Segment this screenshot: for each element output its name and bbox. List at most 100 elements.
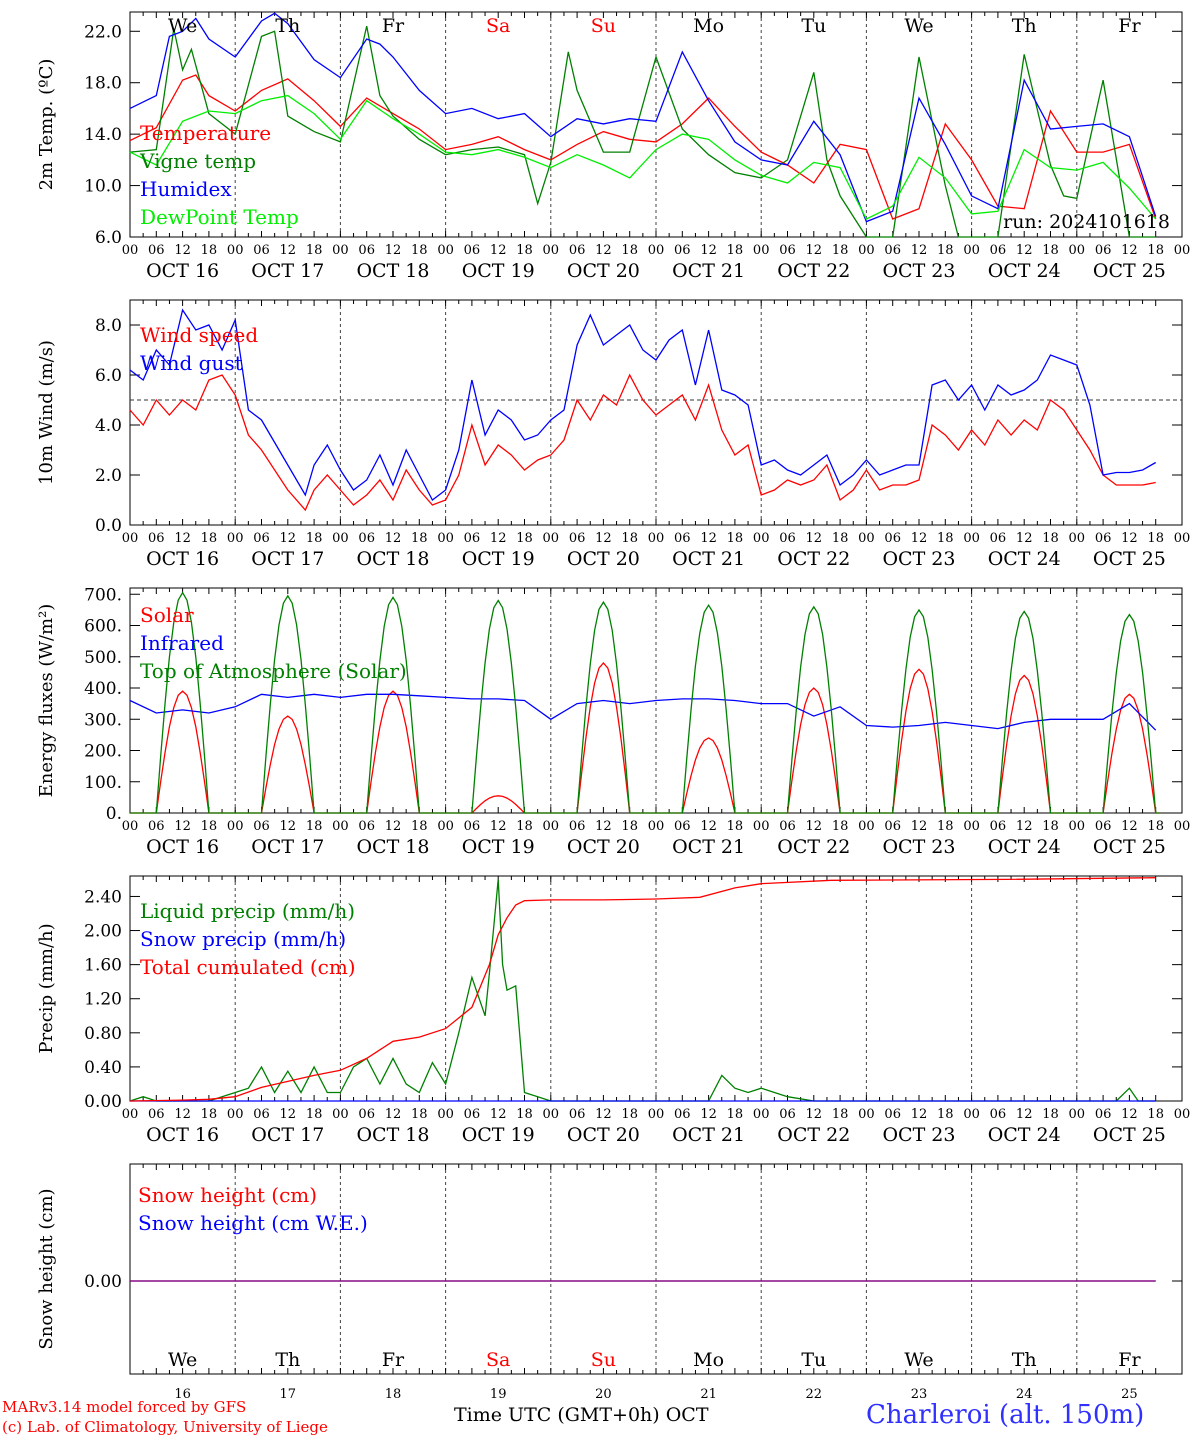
x-hour-label: 00: [1174, 1107, 1191, 1122]
x-hour-label: 06: [464, 531, 481, 546]
x-hour-label: 12: [911, 531, 928, 546]
x-hour-label: 18: [411, 819, 428, 834]
x-hour-label: 06: [253, 243, 270, 258]
x-hour-label: 00: [648, 1107, 665, 1122]
weekday-label-top: Fr: [1118, 15, 1141, 37]
day-number-label: 23: [911, 1387, 928, 1402]
x-hour-label: 18: [306, 1107, 323, 1122]
weekday-label-top: Th: [275, 15, 300, 37]
x-hour-label: 18: [1147, 243, 1164, 258]
x-date-label: OCT 19: [462, 1124, 535, 1146]
y-tick-label: 2.00: [84, 922, 122, 942]
x-hour-label: 12: [700, 243, 717, 258]
x-hour-label: 00: [1069, 243, 1086, 258]
x-hour-label: 06: [779, 243, 796, 258]
y-tick-label: 0.0: [95, 516, 122, 536]
series-temperature: [129, 74, 1157, 220]
legend-entry: Snow height (cm): [138, 1183, 317, 1207]
x-hour-label: 00: [963, 531, 980, 546]
x-date-label: OCT 25: [1093, 1124, 1166, 1146]
x-hour-label: 18: [937, 243, 954, 258]
x-date-label: OCT 24: [988, 836, 1061, 858]
x-hour-label: 06: [779, 1107, 796, 1122]
x-hour-label: 18: [621, 819, 638, 834]
weekday-label-top: Sa: [486, 15, 510, 37]
x-hour-label: 06: [253, 819, 270, 834]
x-hour-label: 00: [753, 819, 770, 834]
x-hour-label: 18: [411, 243, 428, 258]
x-hour-label: 00: [858, 1107, 875, 1122]
x-date-label: OCT 17: [251, 1124, 324, 1146]
x-hour-label: 12: [595, 531, 612, 546]
x-hour-label: 12: [490, 819, 507, 834]
y-tick-label: 6.0: [95, 228, 122, 248]
x-hour-label: 00: [122, 1107, 139, 1122]
x-hour-label: 00: [1069, 819, 1086, 834]
x-hour-label: 00: [648, 531, 665, 546]
x-date-label: OCT 24: [988, 1124, 1061, 1146]
x-date-label: OCT 18: [356, 836, 429, 858]
x-hour-label: 12: [595, 819, 612, 834]
x-hour-label: 12: [490, 1107, 507, 1122]
x-hour-label: 12: [1016, 819, 1033, 834]
x-date-label: OCT 22: [777, 548, 850, 570]
y-tick-label: 600.: [84, 617, 122, 637]
x-hour-label: 00: [437, 819, 454, 834]
y-tick-label: 0.: [106, 804, 122, 824]
x-date-label: OCT 17: [251, 548, 324, 570]
y-tick-label: 10.0: [84, 177, 122, 197]
legend-entry: Vigne temp: [139, 149, 256, 173]
x-hour-label: 12: [280, 1107, 297, 1122]
plot-frame: [129, 299, 1183, 526]
x-hour-label: 06: [148, 1107, 165, 1122]
x-hour-label: 18: [621, 243, 638, 258]
x-date-label: OCT 16: [146, 1124, 219, 1146]
legend-entry: Humidex: [140, 177, 232, 201]
x-hour-label: 12: [385, 243, 402, 258]
y-tick-label: 300.: [84, 710, 122, 730]
x-hour-label: 06: [884, 243, 901, 258]
y-tick-label: 2.40: [84, 887, 122, 907]
x-hour-label: 12: [490, 531, 507, 546]
y-tick-label: 500.: [84, 648, 122, 668]
x-date-label: OCT 16: [146, 548, 219, 570]
weekday-label-bottom: We: [168, 1349, 197, 1371]
x-date-label: OCT 17: [251, 836, 324, 858]
x-hour-label: 00: [1174, 819, 1191, 834]
series-liquid-precip-mm-h-: [129, 879, 1156, 1102]
x-hour-label: 12: [595, 243, 612, 258]
x-date-label: OCT 22: [777, 836, 850, 858]
x-date-label: OCT 24: [988, 548, 1061, 570]
x-hour-label: 18: [306, 531, 323, 546]
x-hour-label: 00: [543, 1107, 560, 1122]
day-number-label: 22: [806, 1387, 823, 1402]
x-hour-label: 18: [832, 1107, 849, 1122]
x-hour-label: 12: [1121, 1107, 1138, 1122]
x-hour-label: 06: [674, 819, 691, 834]
day-number-label: 24: [1016, 1387, 1033, 1402]
x-hour-label: 12: [1121, 531, 1138, 546]
panel-5: 0.00 Snow height (cm) Snow height (cm) Snow…: [36, 1163, 1183, 1375]
x-hour-label: 06: [674, 531, 691, 546]
x-date-label: OCT 19: [462, 260, 535, 282]
x-hour-label: 18: [411, 1107, 428, 1122]
x-hour-label: 06: [1095, 243, 1112, 258]
x-hour-label: 12: [911, 819, 928, 834]
y-tick-label: 1.60: [84, 956, 122, 976]
x-hour-label: 00: [332, 1107, 349, 1122]
x-hour-label: 18: [1147, 1107, 1164, 1122]
x-hour-label: 00: [332, 819, 349, 834]
weekday-label-bottom: We: [904, 1349, 933, 1371]
x-date-label: OCT 21: [672, 836, 745, 858]
x-hour-label: 06: [779, 819, 796, 834]
x-hour-label: 12: [490, 243, 507, 258]
y-tick-label: 18.0: [84, 74, 122, 94]
x-hour-label: 18: [1042, 531, 1059, 546]
x-hour-label: 06: [1095, 1107, 1112, 1122]
weekday-label-bottom: Th: [1012, 1349, 1037, 1371]
weekday-label-bottom: Fr: [382, 1349, 405, 1371]
y-tick-label: 0.40: [84, 1058, 122, 1078]
day-number-label: 16: [174, 1387, 191, 1402]
legend-entry: Total cumulated (cm): [140, 955, 356, 979]
x-hour-label: 18: [937, 819, 954, 834]
